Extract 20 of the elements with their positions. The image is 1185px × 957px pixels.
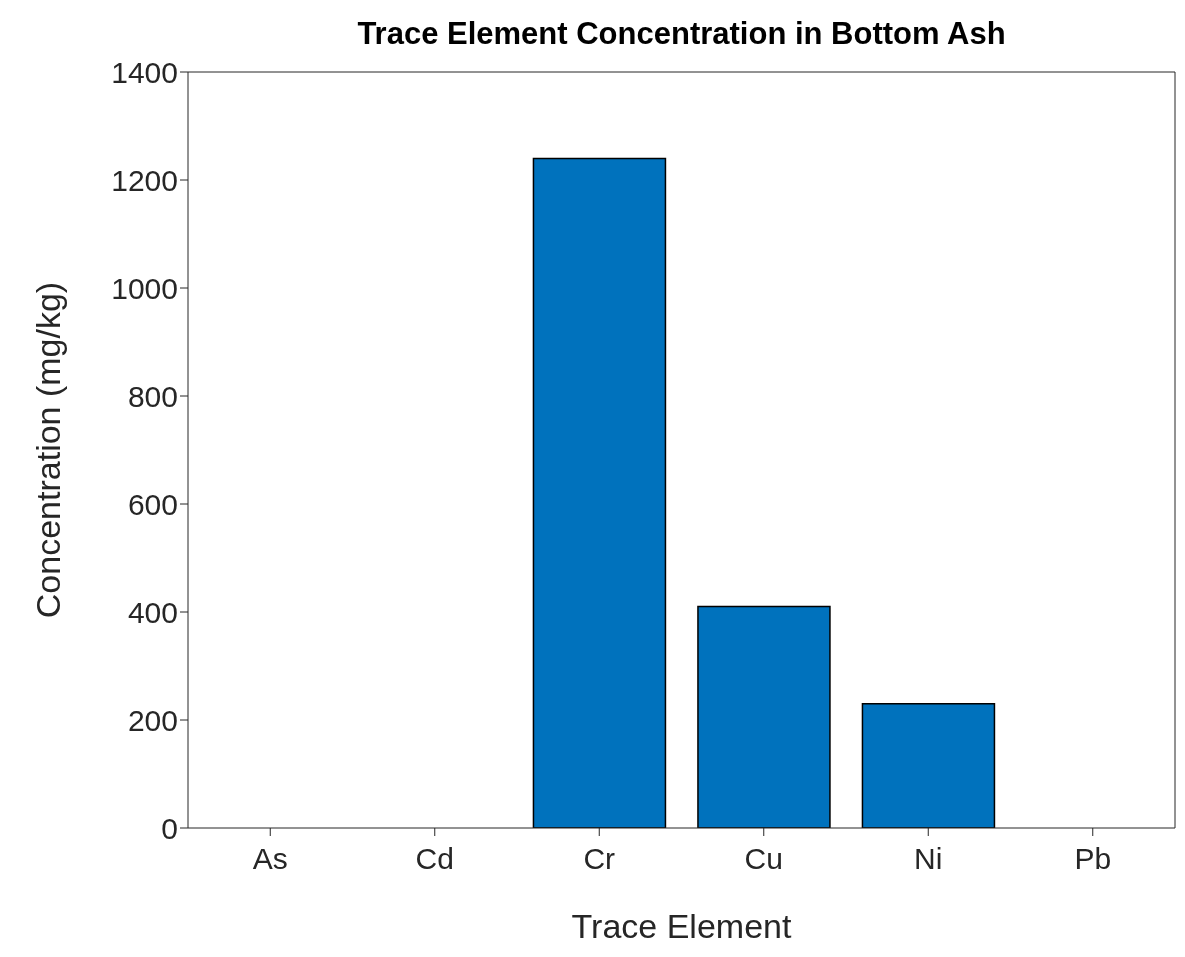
chart-title: Trace Element Concentration in Bottom Ash bbox=[356, 16, 1007, 52]
y-tick-label: 400 bbox=[127, 595, 178, 629]
y-tick-label: 1400 bbox=[111, 55, 178, 89]
x-tick-label: Cu bbox=[744, 842, 783, 876]
x-axis-title: Trace Element bbox=[571, 907, 792, 945]
bar bbox=[861, 703, 996, 828]
x-tick-label: As bbox=[252, 842, 288, 876]
y-tick-label: 1000 bbox=[111, 271, 178, 305]
bar bbox=[532, 157, 667, 828]
x-tick-label: Cr bbox=[583, 842, 616, 876]
x-tick-label: Cd bbox=[415, 842, 454, 876]
y-tick-label: 0 bbox=[161, 811, 178, 845]
y-tick-label: 600 bbox=[127, 487, 178, 521]
y-axis-title: Concentration (mg/kg) bbox=[29, 281, 68, 619]
y-tick-label: 800 bbox=[127, 379, 178, 413]
x-tick-label: Ni bbox=[914, 842, 943, 876]
y-tick-label: 200 bbox=[127, 703, 178, 737]
x-tick-label: Pb bbox=[1074, 842, 1112, 876]
y-tick-label: 1200 bbox=[111, 163, 178, 197]
bar bbox=[697, 605, 831, 828]
